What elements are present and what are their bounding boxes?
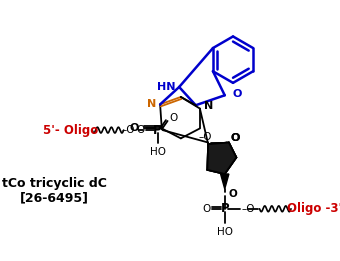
Text: HN: HN bbox=[157, 82, 176, 92]
Text: O: O bbox=[231, 133, 240, 143]
Text: tCo tricyclic dC: tCo tricyclic dC bbox=[2, 177, 106, 191]
Text: O: O bbox=[169, 114, 177, 123]
Text: P: P bbox=[153, 124, 162, 137]
Text: –O: –O bbox=[122, 125, 135, 135]
Text: 5'- Oligo: 5'- Oligo bbox=[43, 124, 98, 137]
Text: O: O bbox=[229, 189, 238, 199]
Polygon shape bbox=[207, 143, 236, 174]
Text: O: O bbox=[136, 125, 144, 135]
Text: O: O bbox=[202, 204, 211, 214]
Text: [26-6495]: [26-6495] bbox=[19, 192, 88, 205]
Text: O: O bbox=[231, 133, 240, 143]
Text: N: N bbox=[204, 101, 213, 111]
Text: P: P bbox=[220, 202, 229, 215]
Text: HO: HO bbox=[150, 147, 166, 157]
Text: N: N bbox=[147, 99, 156, 109]
Text: –O: –O bbox=[241, 204, 255, 214]
Text: –O: –O bbox=[199, 132, 212, 142]
Text: O: O bbox=[232, 89, 241, 99]
Text: O: O bbox=[129, 123, 139, 133]
Polygon shape bbox=[221, 174, 229, 189]
Text: Oligo -3': Oligo -3' bbox=[287, 202, 340, 215]
Text: HO: HO bbox=[217, 227, 233, 237]
